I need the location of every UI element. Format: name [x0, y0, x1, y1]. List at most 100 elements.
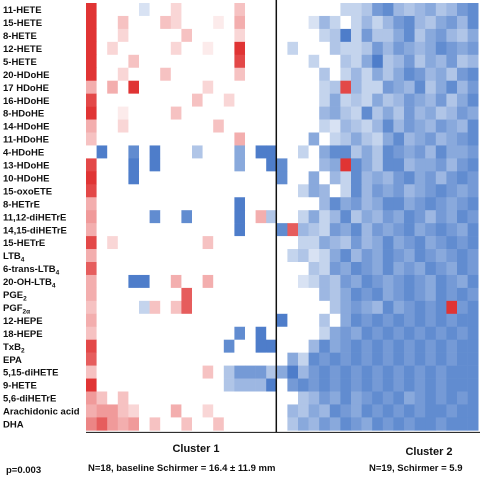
heatmap-cell [139, 236, 150, 250]
heatmap-cell [319, 352, 331, 366]
heatmap-cell [435, 339, 447, 353]
heatmap-cell [213, 300, 225, 315]
heatmap-cell [181, 158, 193, 172]
heatmap-cell [117, 158, 129, 172]
heatmap-cell [117, 365, 129, 379]
heatmap-cell [425, 28, 437, 43]
heatmap-cell [467, 184, 479, 198]
heatmap-cell [202, 404, 214, 418]
heatmap-cell [435, 93, 447, 107]
row-label: 14,15-diHETrE [3, 225, 67, 236]
heatmap-cell [234, 391, 246, 405]
heatmap-cell [223, 54, 235, 69]
heatmap-cell [139, 300, 150, 315]
heatmap-cell [276, 378, 288, 392]
heatmap-cell [287, 3, 299, 17]
heatmap-cell [340, 262, 352, 276]
heatmap-cell [223, 326, 235, 340]
heatmap-cell [404, 41, 415, 56]
heatmap-cell [223, 15, 235, 30]
heatmap-cell [170, 378, 182, 392]
heatmap-cell [414, 249, 426, 263]
heatmap-cell [255, 210, 267, 224]
heatmap-cell [435, 417, 447, 431]
heatmap-cell [287, 67, 299, 81]
heatmap-cell [149, 313, 161, 328]
heatmap-cell [351, 274, 362, 289]
heatmap-cell [266, 236, 278, 250]
heatmap-cell [170, 28, 182, 43]
heatmap-cell [446, 352, 458, 366]
heatmap-cell [361, 145, 373, 159]
heatmap-cell [223, 28, 235, 43]
heatmap-cell [86, 41, 97, 56]
heatmap-cell [192, 93, 203, 107]
heatmap-cell [308, 158, 320, 172]
heatmap-cell [234, 210, 246, 224]
heatmap-cell [435, 404, 447, 418]
row-label: 5,6-diHETrE [3, 394, 56, 405]
heatmap-cell [372, 274, 384, 289]
heatmap-cell [425, 54, 437, 69]
heatmap-cell [96, 262, 108, 276]
heatmap-cell [414, 80, 426, 94]
heatmap-cell [467, 132, 479, 146]
heatmap-cell [181, 145, 193, 159]
heatmap-cell [181, 262, 193, 276]
heatmap-cell [276, 404, 288, 418]
heatmap-cell [181, 132, 193, 146]
heatmap-cell [287, 249, 299, 263]
heatmap-cell [192, 352, 203, 366]
heatmap-cell [404, 236, 415, 250]
heatmap-cell [192, 249, 203, 263]
heatmap-cell [361, 223, 373, 237]
heatmap-cell [86, 287, 97, 302]
heatmap-cell [351, 262, 362, 276]
heatmap-cell [139, 106, 150, 120]
heatmap-cell [117, 3, 129, 17]
heatmap-cell [329, 132, 341, 146]
heatmap-cell [298, 54, 309, 69]
heatmap-cell [245, 197, 256, 211]
heatmap-cell [340, 67, 352, 81]
heatmap-cell [467, 339, 479, 353]
heatmap-cell [139, 378, 150, 392]
heatmap-cell [245, 300, 256, 315]
heatmap-cell [351, 54, 362, 69]
heatmap-cell [382, 404, 394, 418]
heatmap-cell [393, 197, 405, 211]
heatmap-cell [404, 28, 415, 43]
heatmap-cell [192, 326, 203, 340]
heatmap-cell [414, 391, 426, 405]
heatmap-cell [223, 365, 235, 379]
heatmap-cell [467, 223, 479, 237]
heatmap-cell [340, 158, 352, 172]
heatmap-cell [192, 274, 203, 289]
heatmap-cell [351, 287, 362, 302]
heatmap-cell [435, 3, 447, 17]
heatmap-cell [382, 391, 394, 405]
heatmap-cell [287, 378, 299, 392]
heatmap-cell [149, 210, 161, 224]
heatmap-cell [425, 313, 437, 328]
heatmap-cell [128, 28, 140, 43]
heatmap-cell [308, 145, 320, 159]
heatmap-cell [170, 249, 182, 263]
heatmap-cell [393, 119, 405, 133]
heatmap-cell [425, 106, 437, 120]
heatmap-cell [266, 365, 278, 379]
heatmap-cell [435, 106, 447, 120]
heatmap-cell [329, 313, 341, 328]
heatmap-cell [382, 93, 394, 107]
heatmap-cell [446, 287, 458, 302]
heatmap-cell [435, 158, 447, 172]
heatmap-cell [372, 145, 384, 159]
heatmap-cell [192, 378, 203, 392]
heatmap-cell [298, 197, 309, 211]
heatmap-cell [255, 93, 267, 107]
heatmap-cell [329, 287, 341, 302]
heatmap-cell [446, 158, 458, 172]
heatmap-cell [170, 404, 182, 418]
heatmap-cell [435, 210, 447, 224]
heatmap-cell [382, 80, 394, 94]
